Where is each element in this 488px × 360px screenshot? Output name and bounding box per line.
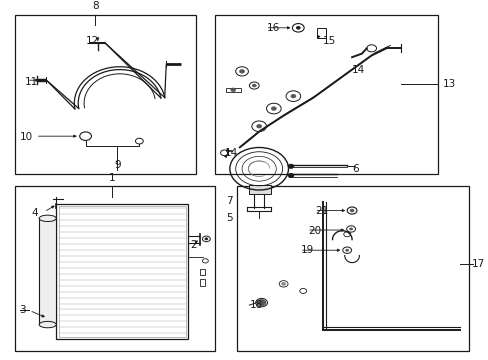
Circle shape [296,26,300,29]
Text: 1: 1 [109,173,116,183]
Bar [316,28,325,39]
Bar [15,186,215,351]
Circle shape [271,107,276,110]
Text: 11: 11 [24,77,38,87]
Circle shape [239,69,244,73]
Text: 21: 21 [315,206,328,216]
Circle shape [287,164,293,168]
Circle shape [230,88,235,91]
Text: 4: 4 [32,208,39,218]
Circle shape [349,209,353,212]
Ellipse shape [39,321,56,328]
Text: 19: 19 [300,245,313,255]
Bar [56,204,188,339]
Text: 10: 10 [20,132,33,142]
Text: 8: 8 [92,1,99,11]
Text: 13: 13 [442,79,455,89]
Bar [215,15,437,174]
Text: 14: 14 [224,148,238,158]
Text: 15: 15 [322,36,335,46]
Bar [225,88,240,91]
Circle shape [345,249,348,251]
Text: 18: 18 [249,300,262,310]
Ellipse shape [39,215,56,221]
Bar [237,186,468,351]
Text: 12: 12 [85,36,99,46]
Circle shape [287,174,293,177]
Bar [59,206,185,337]
Text: 2: 2 [190,240,197,250]
Bar [15,15,195,174]
Circle shape [252,84,256,87]
Text: 5: 5 [226,213,233,223]
Circle shape [204,238,207,240]
Circle shape [281,283,285,285]
Text: 3: 3 [20,305,26,315]
Bar [39,218,56,325]
Bar [249,185,271,194]
Bar [199,269,205,275]
Text: 17: 17 [471,259,484,269]
Text: 16: 16 [266,23,279,33]
Text: 14: 14 [351,64,365,75]
Text: 9: 9 [114,160,121,170]
Bar [199,279,205,285]
Circle shape [256,125,261,128]
Circle shape [349,228,352,230]
Text: 20: 20 [307,226,321,236]
Circle shape [290,94,295,98]
Circle shape [257,300,265,306]
Text: 7: 7 [226,195,233,206]
Text: 6: 6 [351,164,358,174]
